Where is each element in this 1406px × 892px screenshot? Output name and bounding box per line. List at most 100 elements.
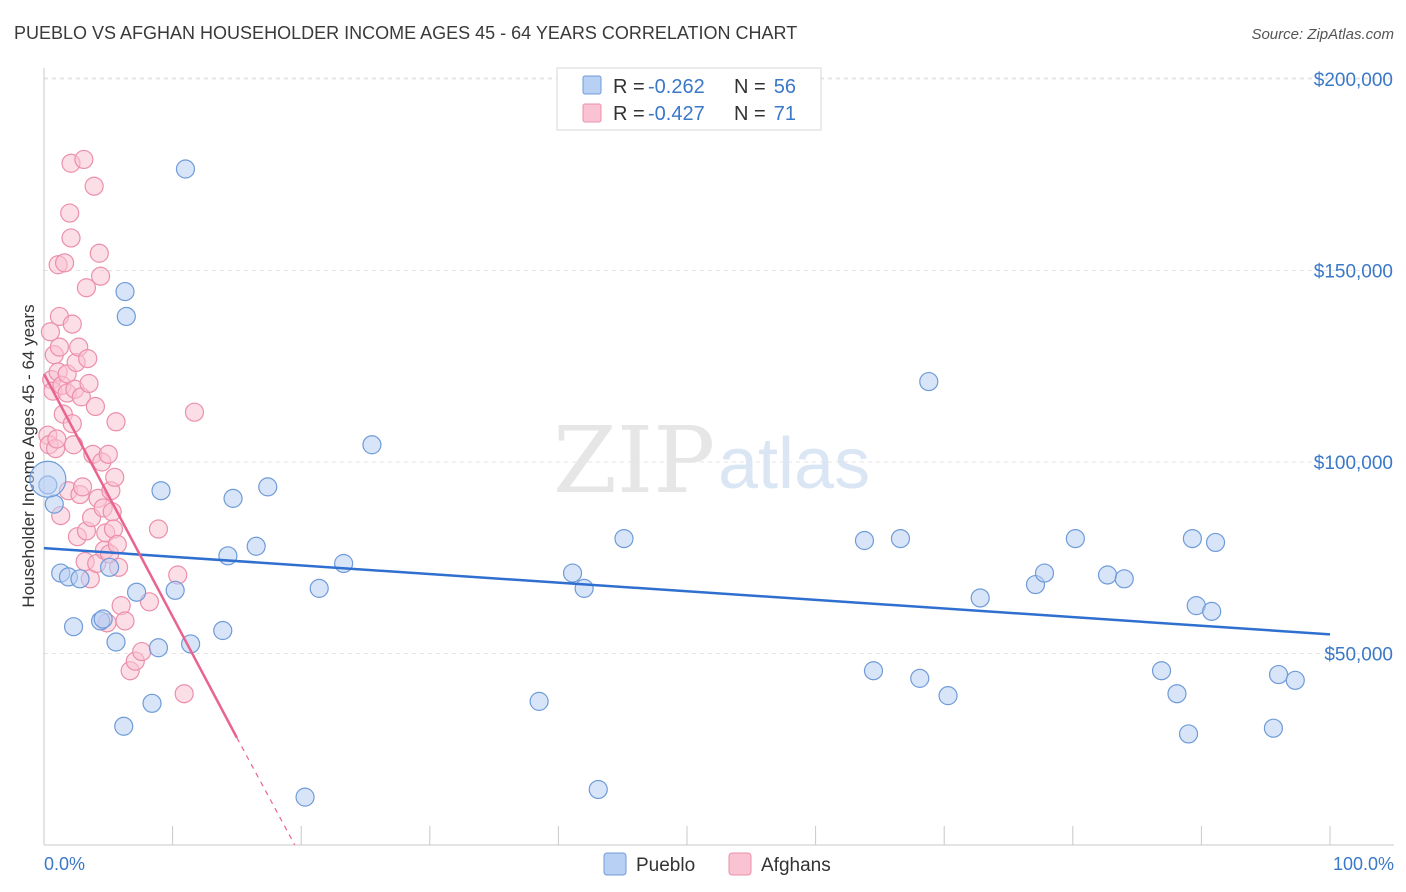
- pueblo-point: [362, 435, 382, 455]
- pueblo-point: [70, 569, 90, 589]
- afghans-point: [62, 314, 82, 334]
- y-axis-tick-labels: $50,000 $100,000 $150,000 $200,000: [1314, 70, 1393, 666]
- pueblo-point: [938, 686, 958, 706]
- pueblo-point: [1205, 532, 1226, 553]
- pueblo-point: [223, 488, 243, 508]
- afghans-point: [90, 266, 111, 286]
- pueblo-point: [910, 668, 930, 688]
- pueblo-point: [116, 306, 136, 327]
- pueblo-point: [574, 578, 594, 598]
- source-credit: Source: ZipAtlas.com: [1251, 26, 1394, 43]
- pueblo-point: [175, 159, 196, 179]
- pueblo-point: [1202, 601, 1222, 621]
- pueblo-point: [1263, 718, 1284, 738]
- pueblo-point: [1285, 670, 1305, 690]
- legend-swatch-pueblo: [582, 75, 602, 95]
- pueblo-point: [529, 691, 549, 711]
- afghans-point: [89, 243, 109, 263]
- afghans-point: [74, 149, 94, 170]
- bottom-legend-swatch-afghans: [728, 852, 752, 876]
- pueblo-point: [165, 580, 185, 600]
- chart-title: PUEBLO VS AFGHAN HOUSEHOLDER INCOME AGES…: [14, 23, 797, 43]
- y-tick-label: $50,000: [1324, 645, 1393, 666]
- pueblo-point: [126, 582, 147, 602]
- afghans-point: [61, 228, 81, 248]
- bottom-legend-label-pueblo: Pueblo: [636, 855, 695, 876]
- legend-n-value-afghans: 71: [774, 103, 796, 125]
- x-tick-label-max: 100.0%: [1333, 854, 1394, 874]
- pueblo-point: [1114, 569, 1134, 589]
- afghans-point: [78, 348, 98, 369]
- pueblo-point: [1178, 724, 1199, 744]
- afghans-point: [174, 684, 194, 704]
- pueblo-point: [1268, 664, 1289, 685]
- pueblo-point: [142, 693, 162, 713]
- pueblo-point: [114, 716, 134, 736]
- pueblo-point: [148, 638, 169, 658]
- pueblo-point: [258, 477, 278, 497]
- afghans-point: [40, 322, 61, 342]
- trend-lines: [42, 373, 1331, 846]
- afghans-point: [54, 253, 75, 273]
- legend-n-value-pueblo: 56: [774, 76, 796, 98]
- y-tick-label: $200,000: [1314, 70, 1393, 91]
- afghans-point: [115, 611, 135, 631]
- pueblo-point: [309, 578, 329, 598]
- afghans-point: [47, 429, 67, 449]
- pueblo-point: [919, 371, 939, 392]
- y-tick-label: $100,000: [1314, 453, 1393, 474]
- pueblo-point: [1034, 563, 1055, 583]
- pueblo-point: [1065, 528, 1085, 549]
- afghans-trend-line: [42, 373, 239, 739]
- afghans-point: [76, 278, 97, 298]
- pueblo-point: [151, 481, 171, 501]
- afghans-point: [72, 477, 93, 497]
- afghans-point: [106, 412, 126, 432]
- pueblo-point: [890, 528, 911, 549]
- pueblo-point: [1167, 684, 1187, 704]
- pueblo-point: [970, 588, 990, 608]
- afghans-trend-extension: [236, 737, 296, 846]
- pueblo-point: [1182, 528, 1202, 549]
- legend-n-label-afghans: N =: [734, 103, 766, 125]
- afghans-point: [139, 592, 160, 612]
- y-axis-label: Householder Income Ages 45 - 64 years: [19, 304, 38, 607]
- watermark-atlas: atlas: [718, 424, 870, 504]
- afghans-point: [98, 444, 118, 464]
- legend-swatch-afghans: [582, 103, 602, 123]
- x-tick-label-min: 0.0%: [44, 854, 85, 874]
- pueblo-point: [562, 563, 583, 583]
- watermark-zip: ZIP: [553, 407, 715, 514]
- pueblo-point: [614, 528, 634, 549]
- afghans-point: [148, 519, 169, 539]
- x-axis-ticks: [43, 826, 1331, 845]
- bottom-legend-label-afghans: Afghans: [761, 855, 831, 876]
- pueblo-point: [854, 530, 875, 551]
- legend-r-value-afghans: -0.427: [648, 103, 705, 125]
- afghans-point: [84, 176, 104, 196]
- series-pueblo: [29, 159, 1305, 807]
- bottom-legend-swatch-pueblo: [603, 852, 627, 876]
- watermark: ZIP atlas: [553, 407, 870, 514]
- pueblo-point: [863, 661, 884, 681]
- pueblo-trend-line: [43, 546, 1331, 636]
- pueblo-point: [246, 536, 266, 556]
- pueblo-point: [115, 281, 135, 302]
- pueblo-point-large: [29, 460, 67, 498]
- legend-r-label-pueblo: R =: [613, 76, 645, 98]
- legend-box: R = -0.262 N = 56 R = -0.427 N = 71: [556, 67, 822, 131]
- afghans-point: [184, 402, 205, 422]
- y-tick-label: $150,000: [1314, 262, 1393, 283]
- pueblo-point: [1151, 661, 1172, 681]
- afghans-point: [63, 435, 84, 455]
- afghans-point: [49, 337, 70, 357]
- afghans-point: [79, 373, 99, 394]
- pueblo-point: [106, 632, 126, 652]
- legend-r-value-pueblo: -0.262: [648, 76, 705, 98]
- pueblo-point: [93, 609, 113, 629]
- legend-n-label-pueblo: N =: [734, 76, 766, 98]
- afghans-point: [105, 467, 125, 487]
- gridlines: [44, 77, 1394, 654]
- afghans-point: [60, 203, 80, 223]
